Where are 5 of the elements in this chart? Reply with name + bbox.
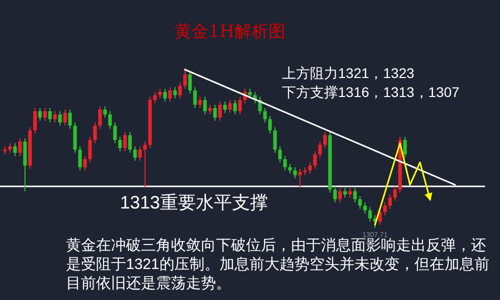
text: 黄金在冲破三角收敛向下破位后，由于消息面影响走出反弹，还是受阻于1321的压制。加息前大趋势空头并未改变，但在加息前目前依旧还是震荡走势。 — [66, 237, 490, 293]
annotation: 下方支撑1316，1313，1307 — [282, 84, 460, 100]
annotation: 上方阻力1321，1323 — [282, 65, 415, 81]
chart-title: 黄金1H解析图 — [174, 22, 286, 42]
ref-line-label: 1313重要水平支撑 — [120, 192, 268, 212]
